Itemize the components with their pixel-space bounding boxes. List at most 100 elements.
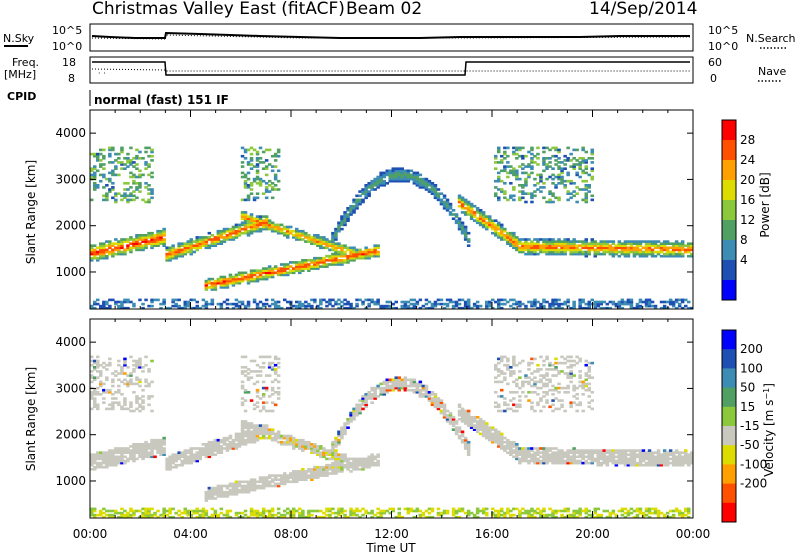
heatmap-cell (298, 267, 302, 270)
heatmap-cell (150, 440, 154, 444)
heatmap-cell (264, 217, 269, 220)
heatmap-cell (207, 246, 212, 250)
heatmap-cell (466, 302, 471, 306)
heatmap-cell (307, 267, 311, 270)
heatmap-cell (147, 242, 151, 245)
heatmap-cell (545, 368, 549, 371)
heatmap-cell (310, 509, 314, 513)
heatmap-cell (406, 171, 411, 175)
heatmap-cell (584, 196, 588, 200)
heatmap-cell (126, 152, 130, 156)
heatmap-cell (481, 219, 486, 222)
heatmap-cell (469, 420, 474, 423)
heatmap-cell (536, 244, 540, 247)
heatmap-cell (322, 474, 326, 477)
heatmap-cell (249, 271, 254, 275)
heatmap-cell (316, 265, 320, 268)
heatmap-cell (436, 405, 441, 409)
heatmap-cell (337, 459, 341, 463)
heatmap-cell (674, 254, 679, 258)
heatmap-cell (430, 192, 435, 195)
heatmap-cell (162, 227, 166, 231)
heatmap-cell (337, 470, 341, 473)
heatmap-cell (316, 306, 320, 310)
heatmap-cell (527, 300, 531, 304)
heatmap-cell (346, 457, 350, 461)
heatmap-cell (617, 242, 622, 245)
heatmap-cell (337, 259, 341, 262)
heatmap-cell (632, 254, 637, 258)
heatmap-cell (388, 173, 392, 177)
heatmap-cell (674, 306, 679, 310)
heatmap-cell (132, 457, 136, 461)
heatmap-cell (352, 409, 356, 413)
heatmap-cell (503, 409, 507, 413)
heatmap-cell (370, 254, 374, 258)
heatmap-cell (418, 306, 423, 310)
heatmap-cell (548, 507, 552, 511)
heatmap-cell (397, 376, 401, 379)
heatmap-cell (578, 244, 582, 247)
heatmap-cell (153, 440, 157, 444)
heatmap-cell (246, 277, 251, 281)
heatmap-cell (198, 513, 202, 517)
heatmap-cell (126, 382, 130, 386)
heatmap-cell (276, 434, 281, 438)
heatmap-cell (406, 384, 411, 388)
heatmap-cell (469, 422, 474, 425)
heatmap-cell (201, 507, 206, 511)
heatmap-cell (331, 259, 335, 262)
heatmap-cell (264, 374, 269, 377)
heatmap-cell (240, 511, 245, 515)
heatmap-cell (177, 242, 181, 245)
heatmap-cell (367, 397, 371, 400)
heatmap-cell (331, 256, 335, 260)
heatmap-cell (267, 509, 272, 513)
heatmap-cell (415, 384, 420, 388)
heatmap-cell (533, 461, 537, 465)
heatmap-cell (367, 465, 371, 469)
heatmap-cell (96, 366, 100, 369)
heatmap-cell (418, 391, 423, 394)
heatmap-cell (382, 306, 386, 310)
heatmap-cell (165, 461, 169, 465)
heatmap-cell (204, 306, 209, 310)
heatmap-cell (566, 461, 570, 465)
heatmap-cell (171, 252, 175, 256)
heatmap-cell (141, 507, 145, 511)
heatmap-cell (328, 242, 332, 245)
heatmap-cell (99, 451, 103, 454)
heatmap-cell (120, 457, 124, 461)
heatmap-cell (364, 459, 368, 463)
heatmap-cell (264, 221, 269, 225)
heatmap-cell (126, 451, 130, 454)
heatmap-cell (322, 515, 326, 519)
heatmap-cell (144, 363, 148, 367)
heatmap-cell (457, 200, 462, 204)
heatmap-cell (503, 165, 507, 168)
heatmap-cell (500, 229, 504, 233)
heatmap-cell (376, 302, 380, 306)
heatmap-cell (141, 248, 145, 252)
heatmap-cell (572, 165, 576, 168)
heatmap-cell (180, 463, 184, 467)
heatmap-cell (192, 250, 196, 254)
heatmap-cell (283, 265, 287, 268)
heatmap-cell (638, 300, 643, 304)
heatmap-cell (497, 440, 501, 444)
heatmap-cell (210, 234, 215, 237)
heatmap-cell (376, 186, 380, 189)
heatmap-cell (500, 372, 504, 375)
heatmap-cell (129, 246, 133, 250)
heatmap-cell (258, 511, 263, 515)
heatmap-cell (141, 457, 145, 461)
heatmap-cell (279, 273, 284, 277)
heatmap-cell (295, 267, 299, 270)
heatmap-cell (108, 161, 112, 164)
heatmap-cell (108, 190, 112, 193)
heatmap-cell (554, 457, 558, 461)
heatmap-cell (433, 403, 438, 407)
heatmap-cell (261, 267, 266, 270)
heatmap-cell (548, 246, 552, 250)
heatmap-cell (569, 240, 573, 243)
